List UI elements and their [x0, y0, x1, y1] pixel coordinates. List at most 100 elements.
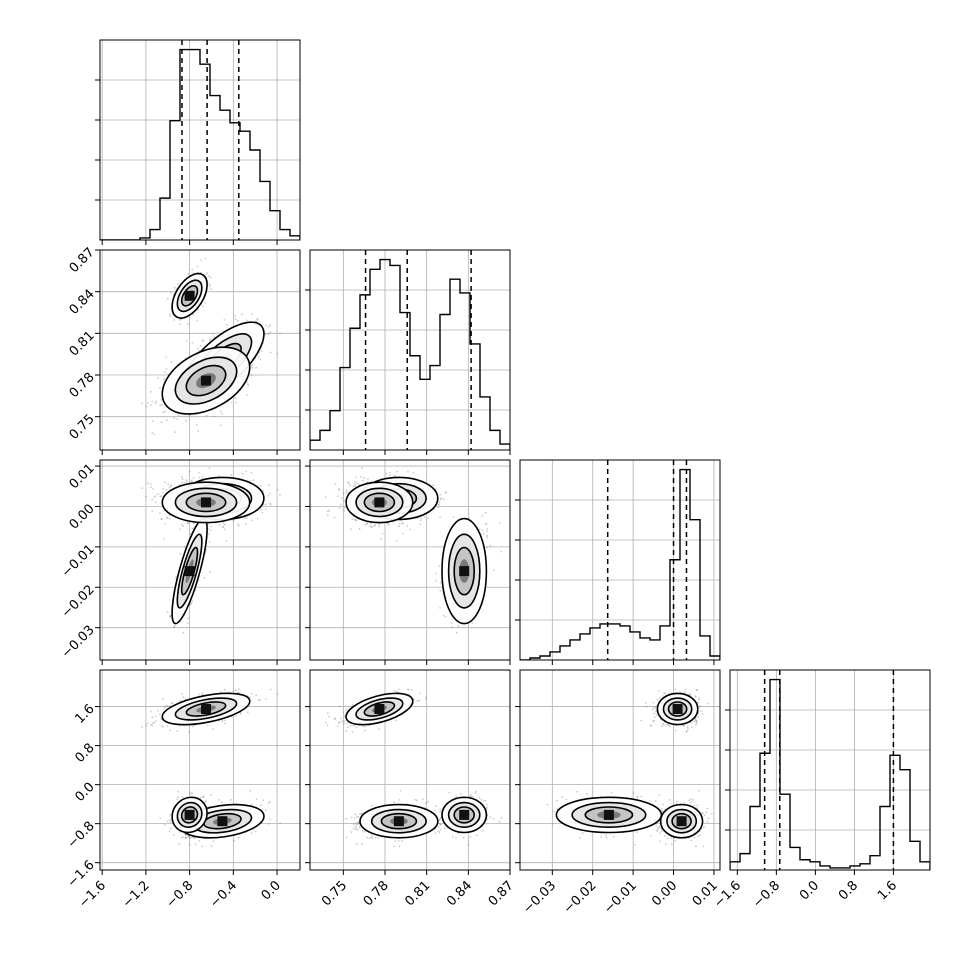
sample-point [153, 496, 155, 499]
sample-point [468, 517, 470, 520]
sample-point [230, 798, 233, 801]
sample-point [435, 579, 437, 582]
sample-point [343, 509, 346, 512]
sample-point [169, 313, 171, 316]
sample-point [187, 617, 190, 620]
sample-point [168, 830, 171, 832]
sample-point [201, 475, 204, 478]
sample-point [212, 840, 215, 842]
sample-point [167, 373, 170, 375]
sample-point [500, 550, 503, 553]
density-peak [459, 566, 470, 577]
sample-point [188, 836, 191, 839]
sample-point [264, 809, 267, 812]
sample-point [444, 491, 447, 494]
sample-point [439, 607, 441, 609]
sample-point [373, 525, 376, 527]
sample-point [252, 479, 255, 481]
sample-point [198, 840, 201, 842]
sample-point [338, 507, 341, 510]
y-tick-label: −0.02 [59, 582, 98, 621]
sample-point [439, 581, 442, 584]
sample-point [141, 487, 144, 490]
sample-point [151, 400, 154, 403]
sample-point [257, 356, 260, 358]
sample-point [230, 401, 233, 404]
sample-point [223, 523, 226, 526]
sample-point [245, 517, 248, 519]
sample-point [251, 803, 254, 806]
sample-point [194, 843, 197, 846]
sample-point [341, 497, 343, 500]
sample-point [210, 525, 212, 528]
sample-point [444, 615, 447, 618]
sample-point [457, 625, 460, 627]
sample-point [182, 525, 184, 527]
sample-point [170, 485, 172, 488]
sample-point [145, 405, 148, 408]
sample-point [359, 476, 362, 478]
sample-point [212, 333, 215, 335]
sample-point [147, 401, 149, 404]
sample-point [196, 265, 199, 268]
sample-point [232, 520, 235, 522]
sample-point [439, 498, 442, 501]
sample-point [345, 492, 348, 495]
sample-point [169, 615, 172, 618]
y-tick-label: −0.01 [59, 542, 98, 581]
sample-point [251, 364, 253, 367]
sample-point [200, 259, 203, 262]
sample-point [169, 614, 172, 617]
sample-point [150, 483, 152, 485]
sample-point [326, 514, 329, 517]
sample-point [168, 514, 171, 517]
sample-point [396, 470, 399, 473]
sample-point [197, 430, 200, 432]
sample-point [178, 323, 181, 325]
sample-point [210, 288, 213, 291]
sample-point [398, 523, 401, 525]
sample-point [154, 501, 157, 504]
sample-point [267, 484, 270, 487]
sample-point [183, 545, 186, 548]
sample-point [213, 415, 216, 418]
sample-point [250, 832, 253, 834]
sample-point [180, 318, 183, 321]
sample-point [166, 517, 169, 520]
sample-point [388, 523, 390, 526]
sample-point [173, 286, 176, 289]
sample-point [401, 521, 404, 524]
sample-point [160, 495, 163, 497]
sample-point [177, 790, 179, 793]
panel-background [100, 40, 300, 240]
sample-point [159, 512, 161, 514]
sample-point [370, 522, 372, 525]
sample-point [484, 523, 487, 526]
sample-point [152, 722, 154, 724]
sample-point [378, 523, 381, 526]
sample-point [333, 516, 336, 519]
sample-point [244, 523, 247, 526]
sample-point [398, 525, 400, 528]
sample-point [366, 481, 369, 483]
sample-point [189, 793, 192, 795]
panel-content [100, 670, 300, 870]
sample-point [347, 481, 350, 483]
sample-point [264, 324, 267, 327]
sample-point [179, 528, 181, 531]
sample-point [212, 728, 214, 731]
sample-point [435, 572, 437, 575]
sample-point [254, 830, 257, 833]
sample-point [173, 626, 176, 629]
sample-point [388, 474, 391, 477]
sample-point [218, 475, 220, 477]
sample-point [187, 272, 190, 275]
sample-point [187, 835, 190, 838]
sample-point [177, 283, 179, 285]
sample-point [269, 503, 272, 506]
sample-point [155, 495, 157, 497]
sample-point [269, 492, 272, 495]
sample-point [409, 528, 412, 531]
sample-point [195, 423, 198, 426]
sample-point [166, 419, 168, 422]
